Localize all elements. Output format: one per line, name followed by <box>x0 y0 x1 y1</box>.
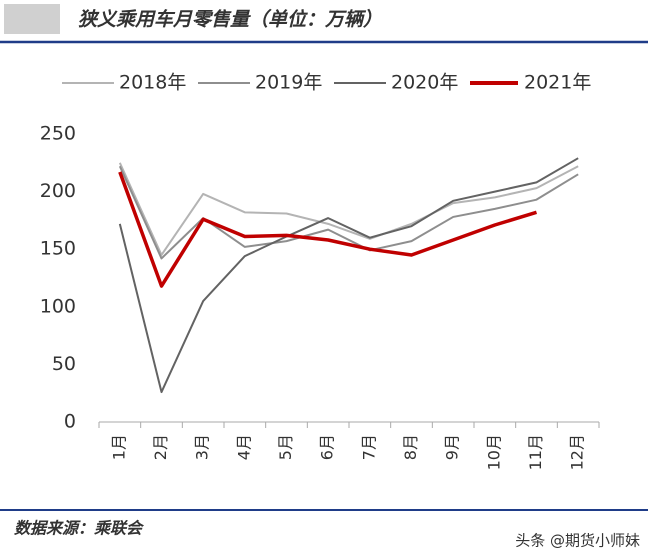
x-tick-label: 10月 <box>484 434 503 470</box>
x-tick-label: 2月 <box>151 434 170 460</box>
x-tick-label: 5月 <box>276 434 295 460</box>
x-tick-label: 8月 <box>401 434 420 460</box>
x-tick-label: 4月 <box>234 434 253 460</box>
legend-label: 2021年 <box>524 72 591 94</box>
legend-label: 2020年 <box>391 72 458 94</box>
x-tick-label: 1月 <box>109 434 128 460</box>
series-line <box>118 157 579 394</box>
x-tick-label: 7月 <box>359 434 378 460</box>
y-tick-label: 50 <box>52 353 76 375</box>
series-line <box>118 165 579 260</box>
legend-label: 2018年 <box>119 72 186 94</box>
x-tick-label: 6月 <box>318 434 337 460</box>
series-line <box>118 162 579 256</box>
series-line <box>118 171 538 288</box>
y-tick-label: 0 <box>64 411 76 433</box>
watermark: 头条 @期货小师妹 <box>515 532 640 550</box>
x-tick-label: 12月 <box>568 434 587 470</box>
chart-title: 狭义乘用车月零售量（单位：万辆） <box>78 9 382 31</box>
y-tick-label: 150 <box>40 238 76 260</box>
legend-label: 2019年 <box>255 72 322 94</box>
x-tick-label: 3月 <box>193 434 212 460</box>
x-tick-label: 11月 <box>526 434 545 470</box>
y-tick-label: 100 <box>40 295 76 317</box>
source-note: 数据来源：乘联会 <box>14 519 145 538</box>
y-tick-label: 250 <box>40 123 76 145</box>
y-tick-label: 200 <box>40 180 76 202</box>
logo-placeholder <box>4 4 60 34</box>
x-tick-label: 9月 <box>443 434 462 460</box>
